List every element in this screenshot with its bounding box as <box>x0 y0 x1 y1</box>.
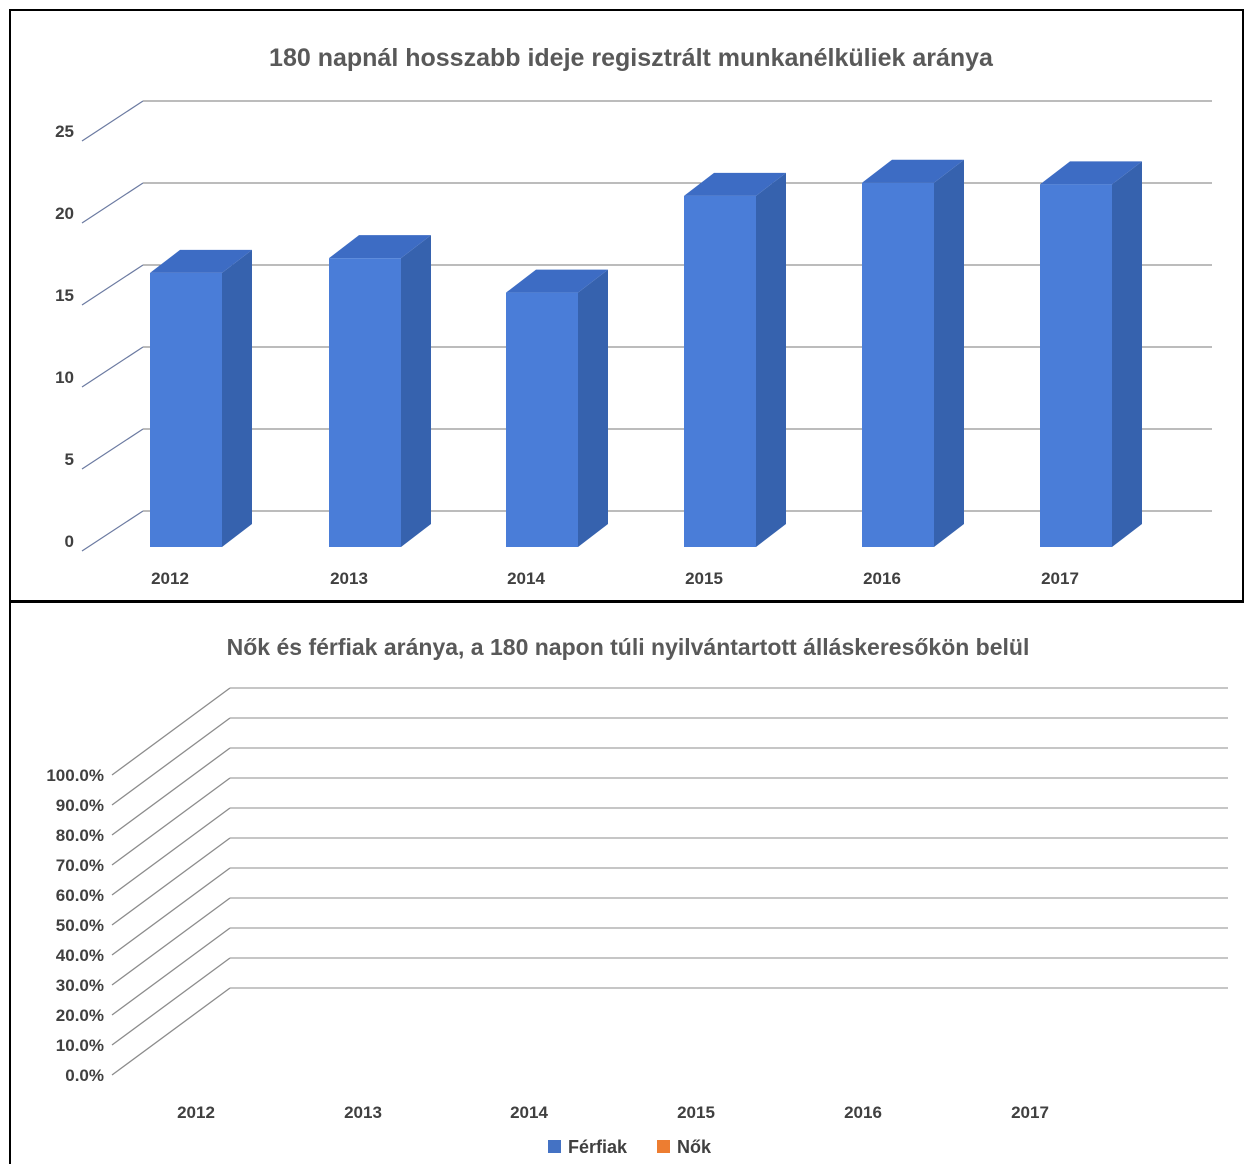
chart2-y-tick-label: 10.0% <box>56 1036 104 1055</box>
chart2-gridline-depth <box>111 927 231 1016</box>
chart1-x-tick-label: 2017 <box>1041 569 1079 588</box>
chart2-gridline-depth <box>111 897 231 986</box>
chart1-bar-top <box>1040 161 1142 185</box>
chart1-y-tick-label: 10 <box>55 368 74 387</box>
chart2-x-tick-label: 2015 <box>677 1103 715 1122</box>
chart1-y-tick-label: 5 <box>65 450 74 469</box>
chart1-gridline-depth <box>81 182 144 224</box>
chart1-x-axis: 2012 2013 2014 2015 2016 2017 <box>151 569 1079 588</box>
chart1-bar-side <box>401 235 431 547</box>
chart1-bar-top <box>684 172 786 196</box>
chart2-y-tick-label: 0.0% <box>65 1066 104 1085</box>
chart1-title: 180 napnál hosszabb ideje regisztrált mu… <box>269 44 994 72</box>
chart1-gridline-depth <box>81 428 144 470</box>
chart1-bar-side <box>222 249 252 548</box>
chart1-y-tick-label: 0 <box>65 532 74 551</box>
chart2-y-tick-label: 90.0% <box>56 796 104 815</box>
chart1-bar-2017 <box>1040 184 1112 548</box>
chart1-bar-top <box>506 269 608 293</box>
chart2-legend: Férfiak Nők <box>548 1137 712 1157</box>
legend-label-ferfiak: Férfiak <box>568 1137 628 1157</box>
chart2-x-tick-label: 2016 <box>844 1103 882 1122</box>
chart2-y-tick-label: 60.0% <box>56 886 104 905</box>
chart2-y-axis: 0.0% 10.0% 20.0% 30.0% 40.0% 50.0% 60.0% 70.0% 8… <box>46 766 104 1085</box>
chart1-x-tick-label: 2013 <box>330 569 368 588</box>
chart1-y-axis: 0 5 10 15 20 25 <box>55 122 74 551</box>
chart1-gridline-depth <box>81 510 144 552</box>
chart1-x-tick-label: 2014 <box>507 569 545 588</box>
chart1-bar-2013 <box>329 258 401 547</box>
chart2-gridline-depth <box>111 987 231 1076</box>
chart1-bars <box>150 159 1142 548</box>
chart2-gridline-depth <box>111 957 231 1046</box>
chart2-y-tick-label: 20.0% <box>56 1006 104 1025</box>
chart1-bar-side <box>578 269 608 547</box>
chart2-y-tick-label: 80.0% <box>56 826 104 845</box>
chart1-bar-side <box>934 159 964 547</box>
chart2-title: Nők és férfiak aránya, a 180 napon túli … <box>227 634 1030 660</box>
chart1-bar-top <box>329 235 431 259</box>
chart1-bar-2016 <box>862 182 934 547</box>
chart2-x-axis: 2012 2013 2014 2015 2016 2017 <box>177 1103 1049 1122</box>
chart1-gridline-depth <box>81 264 144 306</box>
chart1-bar-2012 <box>150 272 222 547</box>
chart1-bar-side <box>1112 161 1142 548</box>
chart2-gridline-depth <box>111 747 231 836</box>
chart2-y-tick-label: 30.0% <box>56 976 104 995</box>
chart1-y-tick-label: 25 <box>55 122 74 141</box>
chart1-bar-2015 <box>684 195 756 547</box>
chart-panel-gender <box>9 603 1244 1164</box>
chart1-gridline-depth <box>81 100 144 142</box>
legend-swatch-ferfiak <box>548 1140 561 1153</box>
chart1-y-tick-label: 20 <box>55 204 74 223</box>
chart2-gridline-depth <box>111 837 231 926</box>
chart1-gridlines <box>81 100 1212 552</box>
chart2-y-tick-label: 50.0% <box>56 916 104 935</box>
chart2-gridline-depth <box>111 807 231 896</box>
chart2-x-tick-label: 2017 <box>1011 1103 1049 1122</box>
chart2-gridline-depth <box>111 717 231 806</box>
chart1-x-tick-label: 2012 <box>151 569 189 588</box>
legend-swatch-nok <box>657 1140 670 1153</box>
chart1-x-tick-label: 2015 <box>685 569 723 588</box>
chart1-bar-top <box>150 249 252 273</box>
chart1-y-tick-label: 15 <box>55 286 74 305</box>
chart2-y-tick-label: 100.0% <box>46 766 104 785</box>
chart2-gridline-depth <box>111 777 231 866</box>
chart2-y-tick-label: 40.0% <box>56 946 104 965</box>
chart1-bar-top <box>862 159 964 183</box>
chart1-bar-2014 <box>506 292 578 547</box>
chart2-gridline-depth <box>111 687 231 776</box>
chart1-bar-side <box>756 172 786 547</box>
chart2-x-tick-label: 2014 <box>510 1103 548 1122</box>
chart2-x-tick-label: 2012 <box>177 1103 215 1122</box>
legend-label-nok: Nők <box>677 1137 712 1157</box>
chart2-y-tick-label: 70.0% <box>56 856 104 875</box>
chart2-gridline-depth <box>111 867 231 956</box>
chart2-x-tick-label: 2013 <box>344 1103 382 1122</box>
chart1-x-tick-label: 2016 <box>863 569 901 588</box>
chart2-gridlines <box>111 687 1228 1076</box>
chart1-gridline-depth <box>81 346 144 388</box>
